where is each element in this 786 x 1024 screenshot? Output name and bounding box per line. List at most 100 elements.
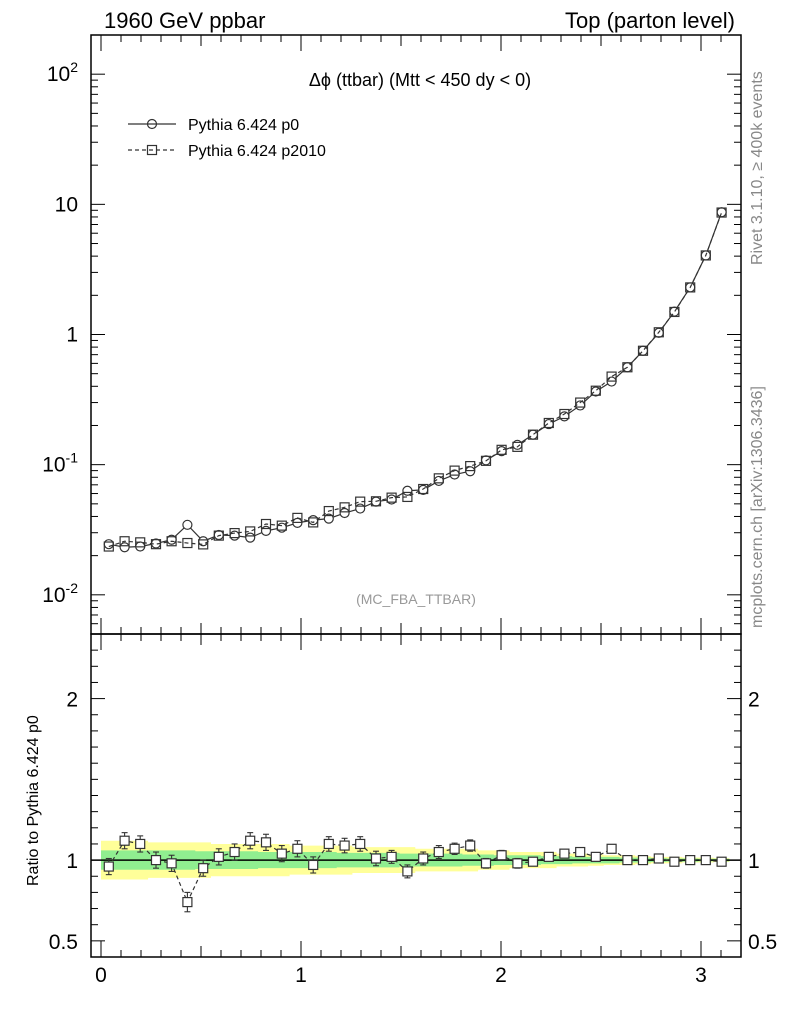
ratio-point	[543, 851, 554, 862]
data-point	[323, 505, 334, 517]
data-point	[653, 327, 664, 338]
ratio-point	[465, 840, 476, 851]
mcplots-label: mcplots.cern.ch [arXiv:1306.3436]	[749, 386, 766, 628]
data-point	[465, 460, 476, 472]
ratio-point	[590, 851, 601, 862]
ratio-y-tick-label-left: 0.5	[49, 931, 78, 954]
data-point	[433, 473, 444, 484]
ratio-point	[339, 840, 350, 851]
ratio-y-tick-label-left: 1	[66, 850, 78, 873]
ratio-point	[480, 858, 492, 869]
data-point	[512, 439, 523, 450]
data-point	[685, 282, 696, 293]
ratio-point	[260, 837, 272, 848]
ratio-point	[449, 843, 460, 854]
data-point	[260, 525, 272, 536]
ratio-point	[166, 858, 177, 869]
ratio-point	[496, 850, 507, 861]
data-point	[260, 518, 272, 530]
data-point	[575, 397, 586, 408]
ratio-point	[386, 851, 397, 862]
ratio-point	[575, 846, 586, 858]
ratio-point	[308, 859, 319, 871]
ratio-point	[103, 861, 114, 872]
ratio-ylabel: Ratio to Pythia 6.424 p0	[25, 715, 42, 886]
y-tick-label: 10-1	[42, 450, 78, 477]
data-point	[292, 512, 303, 523]
data-point	[339, 507, 350, 519]
data-point	[637, 345, 649, 356]
y-tick-label: 10	[55, 193, 78, 216]
y-tick-label: 1	[66, 324, 78, 347]
data-point	[527, 429, 539, 440]
ratio-point	[292, 843, 303, 854]
data-point	[198, 539, 209, 550]
data-point	[512, 441, 523, 452]
ratio-point	[370, 853, 382, 864]
x-tick-label: 1	[295, 964, 307, 987]
header-right: Top (parton level)	[565, 8, 735, 33]
legend-series-1: Pythia 6.424 p2010	[188, 143, 326, 160]
series-line-1	[108, 212, 723, 548]
ratio-frame	[90, 633, 742, 958]
data-point	[465, 466, 476, 477]
data-point	[135, 537, 146, 548]
ratio-point	[637, 854, 649, 866]
data-point	[355, 503, 366, 514]
ratio-y-tick-label-right: 0.5	[748, 931, 777, 954]
data-point	[323, 513, 334, 524]
data-point	[339, 502, 350, 513]
ratio-point	[685, 854, 696, 866]
data-point	[480, 455, 492, 466]
data-point	[700, 250, 711, 261]
data-point	[370, 496, 382, 507]
data-point	[229, 530, 240, 541]
data-point	[402, 485, 413, 496]
data-point	[543, 417, 554, 429]
data-point	[622, 362, 633, 373]
data-point	[559, 411, 570, 422]
ratio-point	[559, 848, 570, 859]
y-tick-label: 102	[47, 59, 78, 86]
ratio-y-tick-label-right: 2	[748, 689, 760, 712]
data-point	[669, 306, 680, 317]
rivet-label: Rivet 3.1.10, ≥ 400k events	[749, 71, 766, 265]
data-point	[669, 306, 680, 318]
data-point	[119, 536, 130, 547]
data-point	[308, 517, 319, 528]
legend-square-marker	[146, 144, 158, 156]
ratio-y-tick-label-right: 1	[748, 850, 760, 873]
data-point	[182, 519, 193, 530]
data-point	[449, 465, 460, 476]
ratio-point	[119, 835, 130, 846]
data-point	[103, 539, 114, 550]
data-point	[166, 536, 177, 547]
data-point	[355, 496, 366, 507]
ratio-point	[418, 853, 429, 864]
ratio-point	[402, 866, 413, 877]
main-title: Δϕ (ttbar) (Mtt < 450 dy < 0)	[309, 70, 531, 90]
ratio-y-tick-label-left: 2	[66, 689, 78, 712]
data-point	[418, 483, 429, 495]
ratio-point	[135, 838, 146, 850]
ratio-point	[323, 838, 334, 850]
ratio-point	[669, 856, 680, 867]
analysis-tag: (MC_FBA_TTBAR)	[356, 591, 476, 607]
ratio-point	[245, 835, 256, 846]
ratio-point	[229, 846, 240, 858]
ratio-point	[276, 848, 287, 859]
x-tick-label: 2	[495, 964, 507, 987]
data-point	[229, 527, 240, 539]
ratio-point	[622, 854, 633, 866]
data-point	[103, 541, 114, 552]
y-tick-label: 10-2	[42, 580, 78, 607]
ratio-point	[527, 856, 539, 867]
x-tick-label: 0	[95, 964, 107, 987]
data-point	[213, 530, 224, 541]
main-plot: 10-2 10-1 1 10 102	[42, 34, 742, 635]
ratio-point	[213, 851, 224, 862]
data-point	[606, 371, 617, 382]
data-point	[449, 469, 460, 480]
data-point	[716, 207, 727, 218]
